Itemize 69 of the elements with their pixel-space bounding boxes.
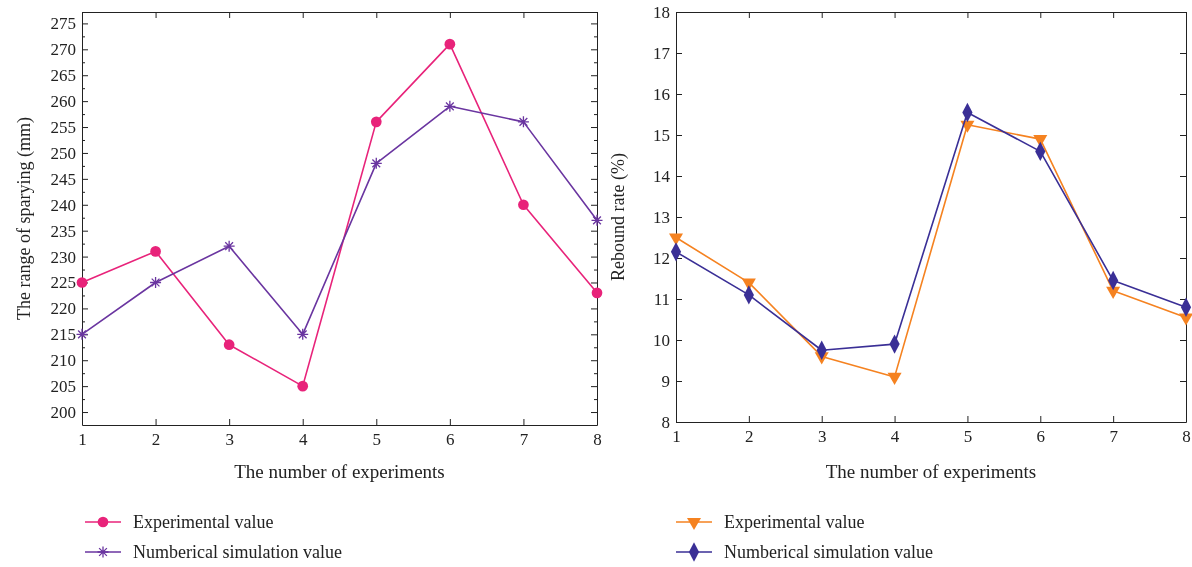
point	[149, 276, 162, 289]
point	[590, 214, 604, 227]
x-tick-label: 5	[963, 427, 973, 447]
point	[222, 240, 236, 253]
point	[444, 38, 456, 50]
y-tick-label: 245	[50, 169, 76, 189]
y-tick-label: 11	[653, 289, 670, 309]
y-tick-label: 17	[653, 43, 671, 63]
y-tick-label: 200	[50, 402, 76, 422]
y-tick-label: 265	[50, 66, 76, 86]
y-tick-label: 270	[50, 40, 76, 60]
y-tick-label: 275	[50, 14, 76, 34]
x-tick-label: 2	[151, 430, 161, 450]
y-tick-label: 235	[50, 221, 76, 241]
point	[887, 372, 902, 385]
x-tick-label: 3	[225, 430, 234, 450]
x-tick-label: 1	[672, 427, 681, 447]
x-tick-label: 4	[298, 430, 308, 450]
point	[297, 380, 309, 392]
x-tick-label: 2	[745, 427, 754, 447]
x-tick-label: 5	[372, 430, 382, 450]
point	[75, 328, 89, 341]
y-axis-title: Rebound rate (%)	[608, 153, 629, 281]
y-tick-label: 8	[661, 412, 670, 432]
y-tick-label: 250	[50, 143, 76, 163]
point	[76, 277, 88, 288]
point	[296, 328, 309, 341]
legend-label: Numberical simulation value	[133, 542, 342, 562]
x-tick-label: 6	[1036, 427, 1046, 447]
y-tick-label: 10	[653, 330, 670, 350]
x-axis-title: The number of experiments	[825, 461, 1037, 482]
x-tick-label: 3	[817, 427, 827, 447]
y-tick-label: 13	[653, 207, 670, 227]
y-tick-label: 205	[50, 377, 76, 397]
point	[669, 233, 684, 246]
x-tick-label: 8	[1182, 427, 1191, 447]
x-tick-label: 1	[78, 430, 87, 450]
y-tick-label: 230	[50, 247, 76, 267]
point	[518, 199, 529, 211]
x-tick-label: 7	[519, 430, 529, 450]
point	[150, 246, 161, 257]
legend-label: Experimental value	[724, 512, 865, 532]
y-tick-label: 260	[50, 92, 76, 112]
point	[443, 100, 457, 113]
point	[370, 116, 382, 128]
y-tick-label: 15	[653, 125, 670, 145]
point	[591, 287, 603, 299]
y-axis-title: The range of sparying (mm)	[14, 117, 35, 320]
y-tick-label: 220	[50, 299, 76, 319]
legend-label: Experimental value	[133, 512, 274, 532]
y-tick-label: 12	[653, 248, 670, 268]
y-tick-label: 14	[653, 166, 671, 186]
y-tick-label: 255	[50, 117, 76, 137]
point	[370, 157, 383, 170]
y-tick-label: 210	[50, 351, 76, 371]
y-tick-label: 18	[653, 2, 670, 22]
x-tick-label: 8	[593, 430, 602, 450]
y-tick-label: 16	[653, 84, 670, 104]
legend-label: Numberical simulation value	[724, 542, 933, 562]
y-tick-label: 9	[661, 371, 670, 391]
x-axis-title: The number of experiments	[234, 461, 445, 482]
y-tick-label: 215	[50, 325, 76, 345]
y-tick-label: 240	[50, 195, 76, 215]
x-tick-label: 6	[446, 430, 455, 450]
point	[517, 115, 530, 129]
x-tick-label: 4	[890, 427, 900, 447]
y-tick-label: 225	[50, 273, 76, 293]
point	[223, 339, 235, 351]
x-tick-label: 7	[1109, 427, 1119, 447]
